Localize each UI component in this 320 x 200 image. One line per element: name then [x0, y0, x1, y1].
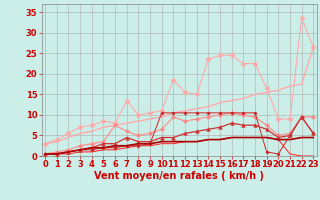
X-axis label: Vent moyen/en rafales ( km/h ): Vent moyen/en rafales ( km/h )	[94, 171, 264, 181]
